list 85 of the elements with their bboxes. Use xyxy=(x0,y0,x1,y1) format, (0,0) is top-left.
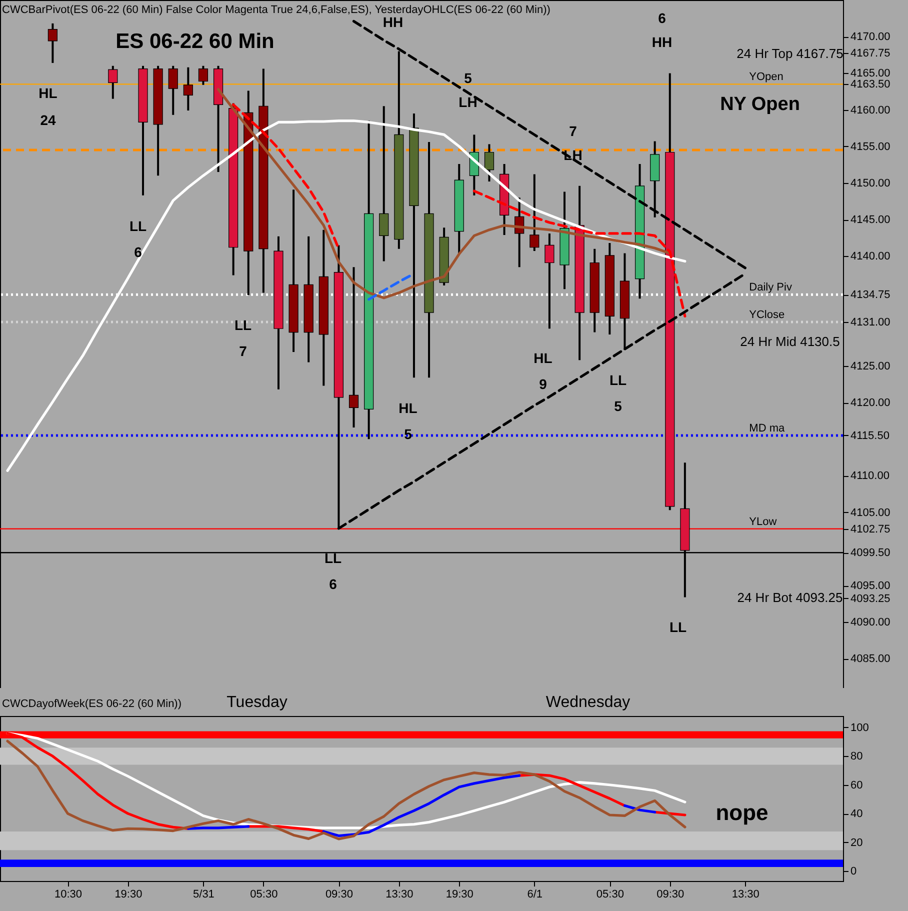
candlestick xyxy=(198,64,208,86)
y-tick-label: 4099.50 xyxy=(850,547,890,560)
y-tick-label: 60 xyxy=(850,779,863,792)
y-tick-label: 4102.75 xyxy=(850,523,890,536)
x-tick-label: 13:30 xyxy=(732,888,760,900)
annotation: HH xyxy=(652,34,672,50)
x-tick-label: 05:30 xyxy=(250,888,278,900)
candlestick xyxy=(348,266,359,428)
y-tick-label: 4155.00 xyxy=(850,140,890,153)
x-tick-label: 13:30 xyxy=(386,888,414,900)
candlestick xyxy=(379,105,389,262)
text: ES 06-22 60 Min xyxy=(116,30,274,53)
x-tick-label: 05:30 xyxy=(596,888,624,900)
ref-line-label: Daily Piv xyxy=(749,282,792,294)
y-tick-label: 4115.50 xyxy=(850,430,890,442)
candlestick xyxy=(168,64,178,116)
y-tick-label: 4163.50 xyxy=(850,78,890,91)
y-tick-label: 4145.00 xyxy=(850,214,890,226)
annotation: 6 xyxy=(658,10,666,26)
annotation: 9 xyxy=(539,376,548,392)
annotation: 6 xyxy=(329,576,338,592)
y-tick-label: 4170.00 xyxy=(850,31,890,44)
candlestick xyxy=(530,173,540,252)
candlestick xyxy=(48,22,58,64)
annotation: CWCBarPivot(ES 06-22 (60 Min) False Color Magenta True 24,6,False,ES), YesterdayOHLC(ES 06-22 (60 Min)) xyxy=(2,4,550,16)
annotation: 24 Hr Mid 4130.5 xyxy=(740,334,840,349)
annotation: 5 xyxy=(614,398,622,414)
y-tick-label: 4120.00 xyxy=(850,397,890,410)
y-tick-label: 4165.00 xyxy=(850,68,890,80)
annotation: LL xyxy=(669,619,687,635)
x-tick-label: 10:30 xyxy=(54,888,82,900)
annotation: NY Open xyxy=(720,94,800,115)
y-tick-label: 4090.00 xyxy=(850,616,890,629)
candlestick xyxy=(484,143,494,183)
x-tick-label: 6/1 xyxy=(527,888,543,900)
annotation: 5 xyxy=(404,426,412,442)
x-tick-label: 09:30 xyxy=(325,888,353,900)
annotation: LL xyxy=(324,550,342,566)
annotation: 24 Hr Bot 4093.25 xyxy=(737,590,843,605)
x-tick-label: 09:30 xyxy=(656,888,684,900)
text: CWCDayofWeek(ES 06-22 (60 Min)) xyxy=(2,698,182,710)
candlestick xyxy=(544,232,554,330)
ref-line-label: YLow xyxy=(749,516,777,528)
y-tick-label: 4167.75 xyxy=(850,48,890,60)
x-tick-label: 19:30 xyxy=(446,888,474,900)
annotation: LL xyxy=(129,218,147,234)
annotation: HL xyxy=(534,350,553,366)
y-tick-label: 4140.00 xyxy=(850,250,890,263)
candlestick xyxy=(183,66,193,112)
y-tick-label: 4093.25 xyxy=(850,592,890,605)
y-tick-label: 80 xyxy=(850,750,863,763)
y-tick-label: 4085.00 xyxy=(850,653,890,666)
text: Wednesday xyxy=(546,694,630,711)
ref-line-label: YClose xyxy=(749,309,785,322)
y-tick-label: 4131.00 xyxy=(850,316,890,329)
y-tick-label: 0 xyxy=(850,865,857,878)
ref-line-label: YOpen xyxy=(749,71,784,84)
annotation: HH xyxy=(382,14,404,30)
y-tick-label: 40 xyxy=(850,808,863,820)
y-tick-label: 100 xyxy=(850,722,869,734)
x-tick-label: 19:30 xyxy=(114,888,142,900)
annotation: 24 Hr Top 4167.75 xyxy=(736,46,844,61)
annotation: nope xyxy=(716,800,768,825)
annotation: LL xyxy=(234,317,252,333)
y-tick-label: 4125.00 xyxy=(850,360,890,372)
annotation: 7 xyxy=(239,343,248,359)
annotation: LH xyxy=(458,94,478,110)
y-tick-label: 4095.00 xyxy=(850,580,890,592)
text: Tuesday xyxy=(226,694,288,711)
y-tick-label: 4110.00 xyxy=(850,470,890,482)
annotation: LL xyxy=(609,372,627,388)
y-tick-label: 4150.00 xyxy=(850,177,890,190)
candlestick xyxy=(108,64,118,100)
x-tick-label: 5/31 xyxy=(193,888,214,900)
annotation: HL xyxy=(38,85,58,101)
annotation: 24 xyxy=(40,112,56,128)
annotation: 5 xyxy=(464,70,472,86)
ref-line-label: MD ma xyxy=(749,422,786,434)
y-tick-label: 4134.75 xyxy=(850,289,890,302)
annotation: 6 xyxy=(134,244,142,260)
y-tick-label: 4160.00 xyxy=(850,104,890,116)
y-tick-label: 4105.00 xyxy=(850,506,890,519)
annotation: HL xyxy=(398,400,418,416)
annotation: 7 xyxy=(569,123,578,139)
y-tick-label: 20 xyxy=(850,836,863,849)
